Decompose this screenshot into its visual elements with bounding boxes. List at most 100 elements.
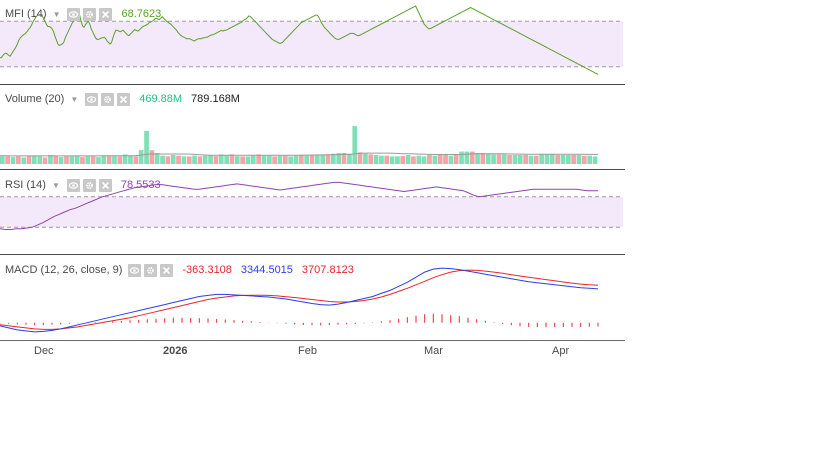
volume-bar (453, 155, 459, 164)
volume-bar (309, 155, 315, 164)
volume-bar (320, 154, 326, 164)
time-axis[interactable]: Dec 2026 Feb Mar Apr (0, 340, 625, 361)
volume-bar (299, 155, 304, 164)
volume-bar (421, 156, 427, 164)
volume-bar (459, 151, 464, 164)
volume-bar (80, 157, 85, 164)
volume-bar (582, 155, 587, 164)
gear-icon[interactable] (83, 7, 97, 21)
volume-bar (475, 153, 480, 164)
rsi-title: RSI (14) (5, 179, 46, 191)
volume-bar (411, 156, 416, 164)
volume-bar (58, 157, 64, 164)
macd-title: MACD (12, 26, close, 9) (5, 264, 123, 276)
volume-bar (208, 155, 213, 164)
macd-hist-value: -363.3108 (182, 264, 232, 276)
macd-header: MACD (12, 26, close, 9) -363.3108 3344.5… (5, 262, 354, 278)
volume-bar (245, 156, 251, 164)
mfi-title: MFI (14) (5, 8, 47, 20)
volume-bar (149, 150, 155, 164)
mfi-line (0, 5, 599, 75)
volume-bar (331, 153, 336, 164)
volume-bar (10, 157, 16, 164)
eye-icon[interactable] (66, 178, 80, 192)
mfi-header: MFI (14) ▼ 68.7623 (5, 6, 161, 22)
mfi-plot (0, 5, 623, 75)
volume-bar (336, 153, 342, 164)
pane-divider (0, 84, 625, 85)
volume-bar (106, 156, 112, 164)
chevron-down-icon[interactable]: ▼ (52, 9, 61, 19)
volume-bar (512, 155, 518, 164)
volume-bar (325, 154, 331, 164)
eye-icon[interactable] (128, 263, 142, 277)
volume-bar (181, 156, 187, 164)
gear-icon[interactable] (101, 92, 115, 106)
volume-header: Volume (20) ▼ 469.88M 789.168M (5, 91, 240, 107)
volume-bar (315, 154, 320, 164)
volume-bar (48, 155, 53, 164)
eye-icon[interactable] (85, 92, 99, 106)
volume-value: 469.88M (139, 93, 183, 105)
volume-bar (427, 155, 432, 164)
chevron-down-icon[interactable]: ▼ (70, 94, 79, 104)
rsi-header: RSI (14) ▼ 78.5533 (5, 177, 161, 193)
volume-bar (277, 155, 283, 164)
volume-bar (549, 154, 555, 164)
close-icon[interactable] (99, 7, 113, 21)
pane-divider (0, 169, 625, 170)
volume-bar (197, 156, 203, 164)
volume-bar (443, 155, 448, 164)
gear-icon[interactable] (82, 178, 96, 192)
volume-bar (192, 155, 197, 164)
volume-bar (186, 156, 192, 164)
indicator-chart: MFI (14) ▼ 68.7623 Volume (20) ▼ 469.88M… (0, 5, 625, 361)
close-icon[interactable] (160, 263, 174, 277)
gear-icon[interactable] (144, 263, 158, 277)
volume-bar (555, 155, 560, 164)
volume-bar (539, 154, 544, 164)
volume-bar (69, 156, 75, 164)
volume-bar (117, 156, 123, 164)
volume-bar (154, 153, 160, 164)
volume-bar (587, 155, 592, 164)
volume-ma-line (0, 152, 599, 157)
axis-label-dec: Dec (34, 345, 54, 357)
volume-bar (341, 153, 347, 164)
close-icon[interactable] (98, 178, 112, 192)
volume-bar (533, 155, 539, 164)
band-fill (0, 21, 623, 67)
volume-bar (240, 156, 245, 164)
volume-bar (90, 156, 96, 164)
volume-bar (576, 155, 582, 164)
volume-bar (165, 156, 171, 164)
volume-bar (480, 153, 486, 164)
volume-bar (160, 155, 165, 164)
volume-bar (112, 156, 117, 164)
volume-bar (250, 155, 256, 164)
volume-bar (363, 153, 368, 164)
rsi-plot (0, 181, 623, 230)
volume-bar (138, 150, 144, 164)
volume-bar (261, 155, 267, 164)
chevron-down-icon[interactable]: ▼ (51, 180, 60, 190)
close-icon[interactable] (117, 92, 131, 106)
volume-bar (517, 155, 523, 164)
axis-label-apr: Apr (552, 345, 570, 357)
axis-label-mar: Mar (424, 345, 443, 357)
volume-plot (0, 126, 599, 164)
volume-bar (405, 155, 411, 164)
volume-bar (523, 155, 528, 164)
volume-bar (133, 156, 139, 164)
eye-icon[interactable] (67, 7, 81, 21)
pane-divider (0, 254, 625, 255)
volume-bar (395, 156, 400, 164)
volume-bar (85, 156, 91, 164)
macd-signal-value: 3707.8123 (301, 264, 354, 276)
volume-bar (437, 154, 443, 164)
volume-bar (507, 155, 512, 164)
volume-bar (144, 130, 149, 164)
volume-bar (293, 155, 299, 164)
volume-bar (288, 156, 293, 164)
volume-bar (42, 157, 48, 164)
